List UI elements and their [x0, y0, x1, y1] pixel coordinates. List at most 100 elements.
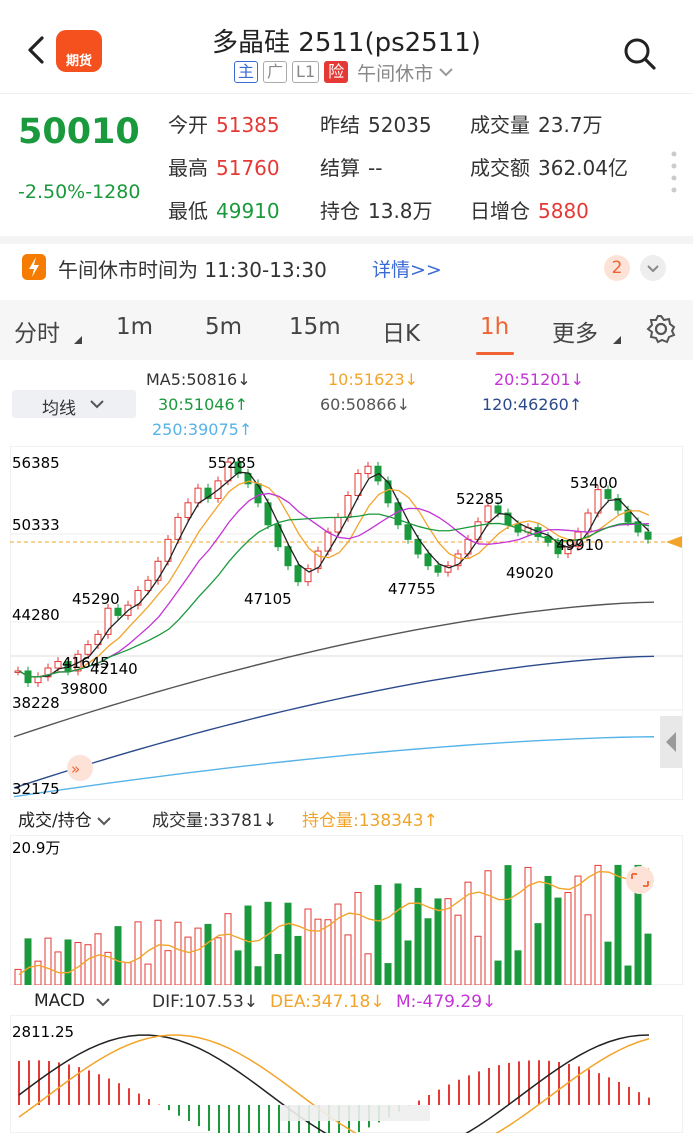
high-value: 51760: [216, 156, 280, 180]
quote-volume: 成交量 23.7万: [470, 109, 603, 138]
candle: [484, 505, 492, 523]
page-title: 多晶硅 2511(ps2511): [212, 28, 481, 58]
volume-bar: [464, 881, 472, 985]
candle: [114, 607, 122, 616]
volume-bar: [34, 960, 42, 985]
volume-bar: [614, 864, 622, 985]
gear-icon[interactable]: [646, 314, 676, 344]
ma-line: [18, 492, 650, 678]
tab-15m[interactable]: 15m: [289, 314, 341, 340]
more-dropdown-icon: [613, 336, 621, 344]
volume-bar: [164, 950, 172, 985]
quote-settle: 结算 --: [320, 152, 382, 181]
candle: [494, 505, 502, 514]
y-tick-4: 38228: [12, 694, 60, 712]
oi-change-label: 日增仓: [470, 199, 530, 223]
tag-row: 主 广 L1 险 午间休市: [234, 60, 454, 85]
volume-selector[interactable]: 成交/持仓: [18, 806, 111, 831]
back-arrow-icon[interactable]: [22, 30, 52, 70]
volume-bar: [554, 897, 562, 985]
quote-open: 今开 51385: [168, 109, 280, 138]
macd-dif: DIF:107.53↓: [152, 992, 259, 1012]
tab-more[interactable]: 更多: [552, 321, 598, 347]
candle: [184, 502, 192, 518]
chevron-left-icon[interactable]: [666, 732, 676, 752]
anno-49020: 49020: [506, 564, 554, 582]
volume-bar: [264, 901, 272, 985]
volume-bar: [474, 935, 482, 985]
anno-47755: 47755: [388, 580, 436, 598]
tab-5m[interactable]: 5m: [205, 314, 243, 340]
tab-timeshare[interactable]: 分时: [14, 321, 60, 347]
macd-chart[interactable]: 2811.25: [10, 1015, 683, 1133]
candle: [44, 667, 52, 678]
oi-value: 13.8万: [368, 199, 433, 223]
volume-bar: [344, 934, 352, 985]
tab-1h[interactable]: 1h: [480, 314, 510, 340]
market-status[interactable]: 午间休市: [357, 62, 434, 85]
ma120-value: 120:46260↑: [482, 395, 583, 414]
ma-long-line: [13, 736, 655, 798]
volume-bar: [144, 963, 152, 985]
notice-detail-link[interactable]: 详情>>: [372, 259, 442, 281]
expand-icon[interactable]: [626, 866, 654, 894]
candle: [294, 565, 302, 583]
ma-long-line: [13, 655, 655, 789]
price-marker-icon: [666, 536, 682, 548]
candle: [604, 489, 612, 499]
anno-39800: 39800: [60, 680, 108, 698]
expand-arrows-icon: [631, 873, 649, 887]
turnover-label: 成交额: [470, 156, 530, 180]
volume-chart[interactable]: 20.9万: [10, 835, 683, 985]
logo-text: 期货: [65, 54, 92, 69]
volume-bar: [444, 898, 452, 985]
ma30-value: 30:51046↑: [158, 395, 249, 414]
volume-bar: [54, 951, 62, 985]
volume-bar: [394, 883, 402, 985]
anno-41645: 41645: [62, 654, 110, 672]
candle: [154, 560, 162, 581]
volume-bar: [294, 935, 302, 985]
volume-bar: [384, 963, 392, 985]
chevron-down-icon: [96, 998, 110, 1007]
tab-daily[interactable]: 日K: [382, 321, 421, 347]
anno-52285: 52285: [456, 490, 504, 508]
volume-bar: [114, 926, 122, 985]
candle: [104, 607, 112, 635]
notice-expand-icon[interactable]: [640, 255, 666, 281]
volume-bar: [374, 884, 382, 985]
low-label: 最低: [168, 199, 208, 223]
candle: [444, 565, 452, 573]
price-change: -2.50%-1280: [18, 181, 141, 203]
quote-high: 最高 51760: [168, 152, 280, 181]
more-dots-icon[interactable]: [670, 148, 678, 198]
prev-value: 52035: [368, 113, 432, 137]
volume-bar: [124, 962, 132, 985]
futures-logo: 期货: [56, 30, 102, 72]
volume-bar: [244, 905, 252, 985]
candle: [34, 676, 42, 684]
low-value: 49910: [216, 199, 280, 223]
volume-label: 成交量: [470, 113, 530, 137]
tag-risk: 险: [324, 61, 349, 83]
tag-l1: L1: [292, 61, 320, 83]
indicator-selector-ma[interactable]: 均线: [12, 390, 136, 419]
search-icon[interactable]: [622, 36, 658, 72]
chevron-down-icon[interactable]: [438, 65, 454, 79]
kline-chart[interactable]: 56385 50333 44280 38228 32175 55285 4529…: [10, 446, 683, 800]
y-tick-min: 32175: [12, 780, 60, 798]
fast-forward-icon[interactable]: [67, 755, 93, 781]
quote-prev: 昨结 52035: [320, 109, 432, 138]
candle: [364, 465, 372, 475]
tab-1m[interactable]: 1m: [116, 314, 154, 340]
volume-bar: [484, 870, 492, 985]
candle: [454, 553, 462, 567]
notice-count-badge[interactable]: 2: [604, 255, 630, 281]
volume-bar: [154, 919, 162, 985]
candle: [254, 483, 262, 504]
macd-selector[interactable]: MACD: [12, 988, 132, 1016]
volume-bar: [424, 918, 432, 985]
candle: [54, 661, 62, 669]
oi-change-value: 5880: [538, 199, 589, 223]
volume-bar: [224, 913, 232, 985]
